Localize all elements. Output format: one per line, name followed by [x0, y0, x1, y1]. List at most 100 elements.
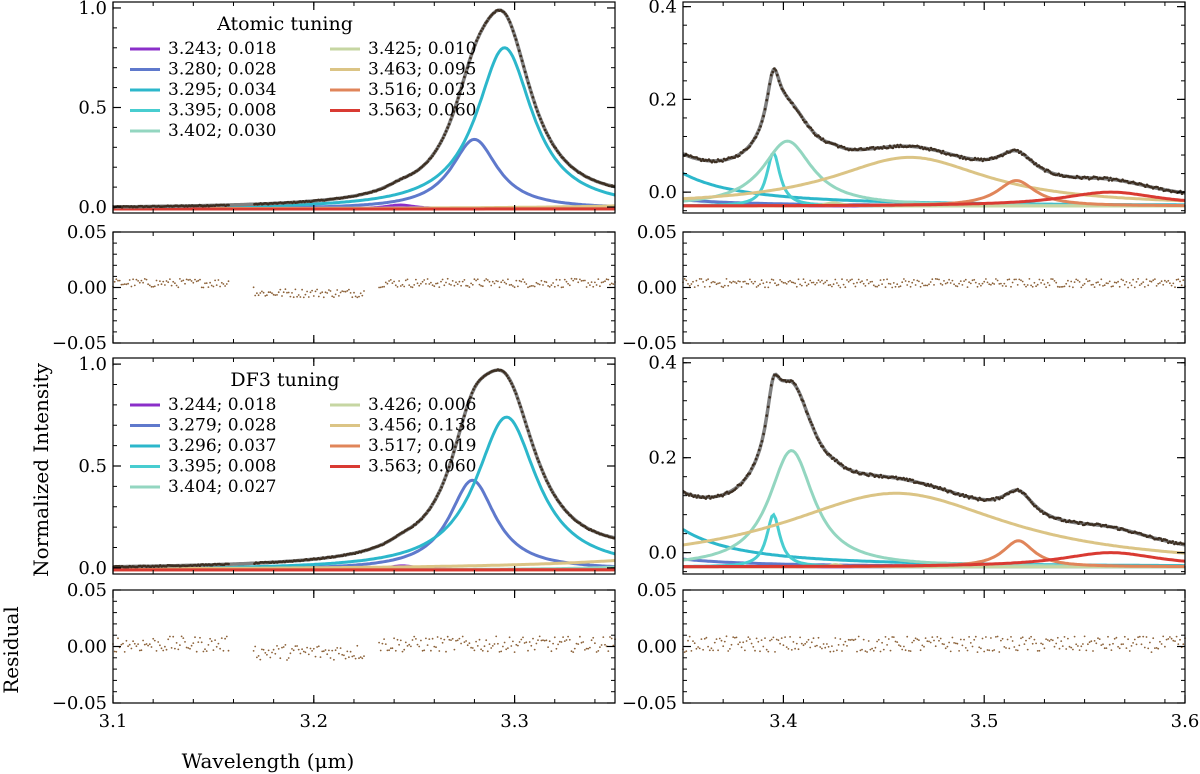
residual-point: [688, 284, 691, 287]
data-point: [745, 474, 749, 477]
residual-point: [1128, 650, 1131, 652]
residual-point: [1056, 636, 1059, 639]
residual-point: [969, 642, 972, 644]
residual-point: [1030, 635, 1032, 638]
residual-point: [760, 639, 763, 641]
residual-point: [550, 284, 553, 286]
residual-point: [1135, 281, 1138, 283]
residual-point: [431, 637, 434, 640]
residual-point: [1160, 280, 1163, 283]
residual-point: [852, 639, 855, 642]
residual-point: [844, 286, 847, 289]
residual-point: [983, 280, 986, 283]
residual-point: [339, 291, 342, 294]
residual-point: [349, 292, 352, 294]
data-point: [520, 59, 524, 63]
residual-point: [698, 647, 701, 650]
data-point: [562, 505, 565, 509]
residual-point: [399, 639, 402, 642]
residual-point: [328, 649, 330, 652]
residual-point: [507, 647, 509, 649]
data-point: [715, 495, 718, 499]
residual-point: [911, 281, 914, 284]
data-point: [504, 12, 507, 16]
y-tick-label: 1.0: [78, 0, 107, 19]
residual-point: [552, 282, 554, 284]
residual-point: [1120, 643, 1123, 646]
residual-point: [175, 284, 178, 287]
data-point: [707, 494, 711, 498]
residual-point: [446, 635, 449, 638]
residual-point: [282, 646, 285, 648]
residual-point: [884, 286, 887, 289]
residual-point: [160, 283, 163, 286]
residual-point: [500, 281, 503, 284]
data-point: [554, 495, 557, 499]
data-point: [531, 96, 535, 99]
residual-point: [527, 649, 529, 652]
data-point: [510, 382, 513, 385]
residual-point: [329, 290, 332, 292]
residual-point: [831, 645, 833, 647]
residual-point: [998, 651, 1001, 653]
data-point: [1042, 167, 1045, 170]
data-point: [759, 444, 762, 448]
residual-point: [431, 284, 434, 286]
residual-point: [817, 636, 820, 639]
residual-point: [767, 650, 770, 653]
residual-point: [1072, 286, 1074, 289]
residual-point: [552, 642, 554, 645]
residual-point: [187, 647, 190, 649]
residual-point: [959, 638, 962, 641]
residual-point: [941, 643, 944, 645]
residual-point: [722, 645, 725, 648]
residual-point: [169, 635, 171, 638]
residual-point: [1023, 283, 1026, 286]
data-point: [479, 29, 483, 33]
residual-point: [535, 281, 538, 284]
data-point: [458, 429, 462, 432]
residual-point: [500, 650, 503, 653]
residual-point: [209, 637, 212, 640]
residual-point: [802, 278, 805, 280]
residual-point: [209, 281, 212, 284]
residual-point: [217, 642, 220, 645]
residual-point: [257, 655, 260, 657]
residual-point: [510, 645, 513, 647]
residual-point: [140, 649, 143, 652]
data-point: [470, 52, 474, 56]
residual-point: [453, 648, 456, 651]
residual-point: [582, 279, 585, 282]
residual-point: [744, 280, 746, 283]
residual-point: [430, 281, 432, 284]
residual-point: [956, 285, 959, 288]
residual-point: [410, 645, 412, 648]
residual-point: [180, 280, 183, 282]
residual-frame: [682, 589, 1186, 704]
residual-point: [708, 285, 711, 288]
residual-point: [336, 289, 339, 291]
residual-point: [128, 643, 131, 646]
residual-point: [723, 284, 726, 287]
data-point: [879, 473, 883, 477]
residual-point: [697, 646, 699, 648]
residual-point: [946, 281, 949, 284]
residual-point: [602, 636, 605, 638]
residual-point: [717, 649, 719, 652]
residual-point: [585, 286, 588, 288]
residual-point: [358, 295, 360, 298]
residual-point: [901, 648, 904, 651]
residual-point: [266, 294, 268, 297]
data-point: [791, 379, 794, 383]
residual-point: [1067, 279, 1069, 282]
residual-point: [563, 278, 566, 281]
residual-point: [844, 640, 847, 643]
data-point: [1007, 492, 1010, 496]
data-point: [434, 149, 437, 153]
residual-point: [777, 639, 780, 642]
ticks: −0.050.000.05: [52, 222, 615, 354]
residual-point: [384, 281, 387, 284]
residual-point: [582, 641, 585, 643]
residual-point: [406, 278, 409, 281]
residual-point: [590, 639, 593, 642]
